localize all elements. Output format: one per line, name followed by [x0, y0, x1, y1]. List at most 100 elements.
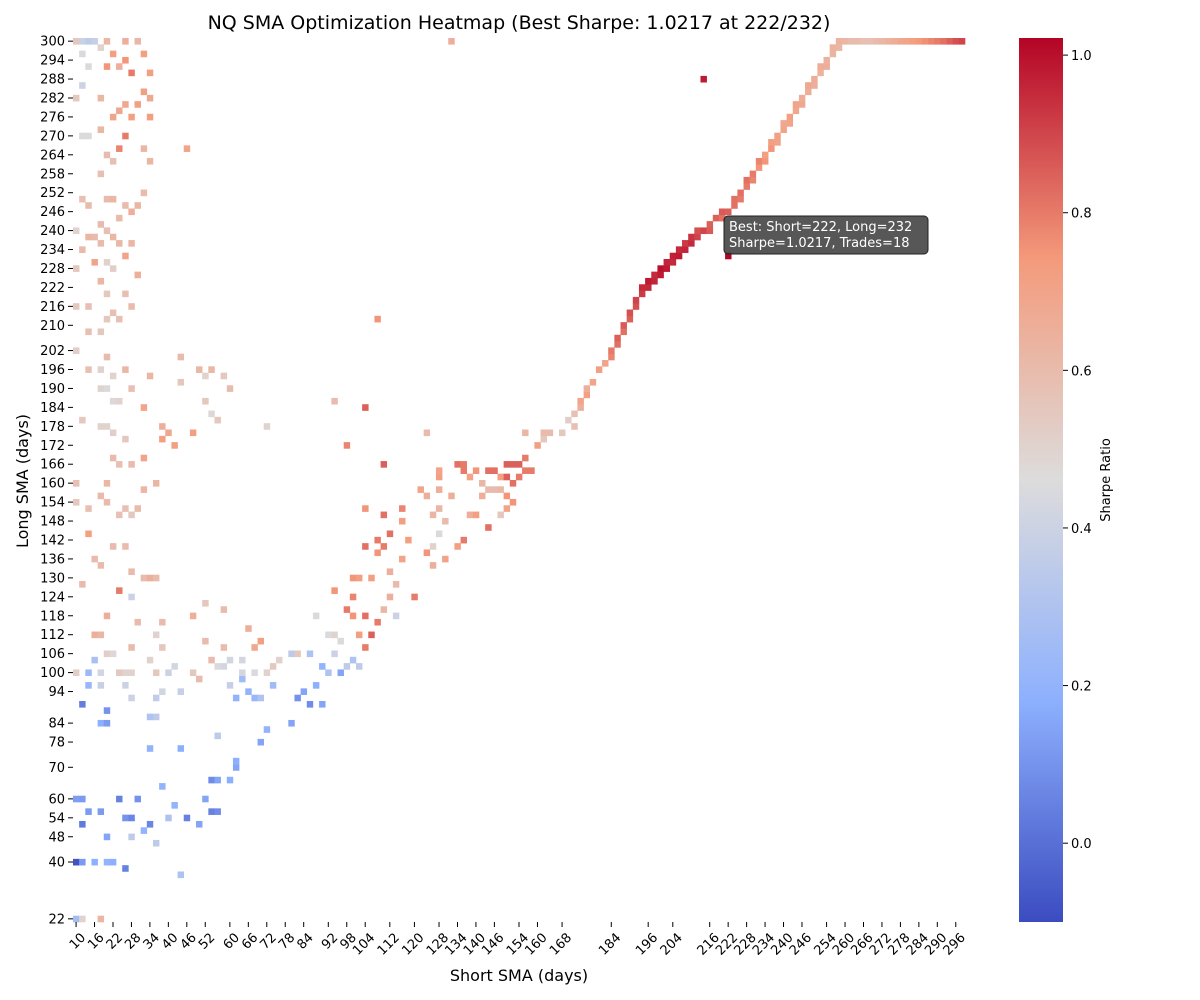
heatmap-cell — [85, 202, 92, 209]
heatmap-cell — [73, 915, 80, 923]
heatmap-cell — [239, 669, 246, 677]
heatmap-cell — [417, 486, 424, 493]
heatmap-cell — [657, 271, 664, 279]
y-tick-label: 154 — [40, 496, 65, 511]
heatmap-cell — [97, 385, 105, 392]
y-tick-label: 184 — [40, 401, 65, 416]
y-tick-label: 196 — [40, 363, 65, 378]
heatmap-cell — [515, 461, 523, 468]
heatmap-cell — [817, 63, 824, 70]
heatmap-cell — [583, 391, 591, 399]
heatmap-cell — [811, 75, 818, 83]
heatmap-cell — [460, 467, 468, 474]
x-tick-label: 84 — [294, 930, 316, 952]
heatmap-cell — [934, 38, 941, 45]
heatmap-cell — [343, 442, 351, 449]
heatmap-cell — [134, 271, 141, 279]
heatmap-cell — [337, 637, 344, 645]
heatmap-cell — [589, 378, 597, 386]
heatmap-cell — [374, 536, 381, 544]
y-tick-label: 258 — [40, 167, 65, 182]
heatmap-cell — [915, 38, 923, 45]
heatmap-cell — [85, 328, 92, 336]
heatmap-cell — [146, 113, 154, 121]
heatmap-cell — [214, 732, 221, 740]
heatmap-cell — [331, 650, 338, 658]
heatmap-cell — [140, 454, 148, 462]
heatmap-cell — [392, 612, 400, 620]
heatmap-cell — [134, 202, 141, 209]
heatmap-cell — [725, 208, 732, 216]
heatmap-cell — [128, 385, 135, 392]
x-tick-label: 296 — [941, 930, 969, 958]
heatmap-cell — [497, 486, 504, 493]
heatmap-cell — [399, 555, 406, 563]
heatmap-cell — [128, 461, 135, 468]
heatmap-cell — [251, 669, 258, 677]
heatmap-cell — [651, 277, 658, 285]
colorbar-tick-label: 0.4 — [1071, 522, 1092, 537]
heatmap-cell — [91, 233, 98, 241]
heatmap-cell — [128, 303, 135, 310]
heatmap-cell — [128, 113, 135, 121]
heatmap-cell — [79, 795, 86, 803]
heatmap-cell — [97, 631, 105, 639]
heatmap-cell — [386, 568, 394, 576]
heatmap-cell — [214, 416, 221, 424]
colorbar-ticks: 1.0 0.8 0.6 0.4 0.2 0.0 — [1063, 49, 1092, 852]
heatmap-cell — [349, 612, 357, 620]
heatmap-cell — [73, 347, 80, 355]
heatmap-cell — [866, 38, 874, 45]
heatmap-cell — [946, 38, 953, 45]
heatmap-cell — [540, 429, 547, 437]
y-tick-label: 48 — [48, 830, 65, 845]
heatmap-cell — [454, 543, 461, 550]
heatmap-cell — [319, 663, 326, 670]
heatmap-cell — [134, 101, 141, 108]
heatmap-cell — [140, 404, 148, 411]
heatmap-cell — [165, 814, 172, 822]
heatmap-cell — [835, 38, 843, 45]
heatmap-cell — [620, 328, 627, 336]
heatmap-cell — [435, 486, 443, 493]
heatmap-cell — [718, 208, 726, 216]
heatmap-cell — [897, 38, 904, 45]
heatmap-cell — [189, 612, 197, 620]
heatmap-cell — [109, 372, 117, 380]
heatmap-cell — [116, 397, 123, 405]
heatmap-cell — [509, 461, 517, 468]
heatmap-cell — [399, 517, 406, 525]
y-tick-label: 252 — [40, 186, 65, 201]
heatmap-cell — [109, 454, 117, 462]
heatmap-cell — [146, 157, 154, 165]
heatmap-cell — [688, 233, 695, 241]
heatmap-cell — [79, 820, 86, 828]
colorbar-tick-label: 0.6 — [1071, 364, 1092, 379]
chart-title: NQ SMA Optimization Heatmap (Best Sharpe… — [208, 12, 831, 34]
heatmap-cell — [109, 50, 117, 58]
y-tick-label: 276 — [40, 110, 65, 125]
heatmap-cell — [103, 151, 111, 159]
y-tick-label: 148 — [40, 515, 65, 530]
heatmap-cell — [368, 631, 375, 639]
heatmap-cell — [128, 511, 135, 519]
heatmap-cell — [122, 38, 129, 45]
heatmap-cell — [122, 814, 129, 822]
heatmap-cell — [245, 625, 252, 632]
y-tick-label: 210 — [40, 319, 65, 334]
heatmap-cell — [177, 745, 185, 752]
heatmap-cell — [97, 492, 105, 500]
x-tick-label: 104 — [350, 930, 378, 958]
heatmap-cell — [595, 366, 603, 373]
heatmap-cell — [97, 366, 105, 373]
heatmap-cell — [374, 618, 381, 626]
heatmap-cell — [128, 814, 135, 822]
heatmap-cell — [257, 694, 264, 702]
heatmap-cell — [134, 505, 141, 512]
heatmap-cell — [780, 120, 787, 127]
heatmap-cell — [91, 656, 98, 664]
annotation-box — [723, 215, 929, 255]
heatmap-cell — [712, 214, 720, 222]
heatmap-cell — [177, 378, 185, 386]
